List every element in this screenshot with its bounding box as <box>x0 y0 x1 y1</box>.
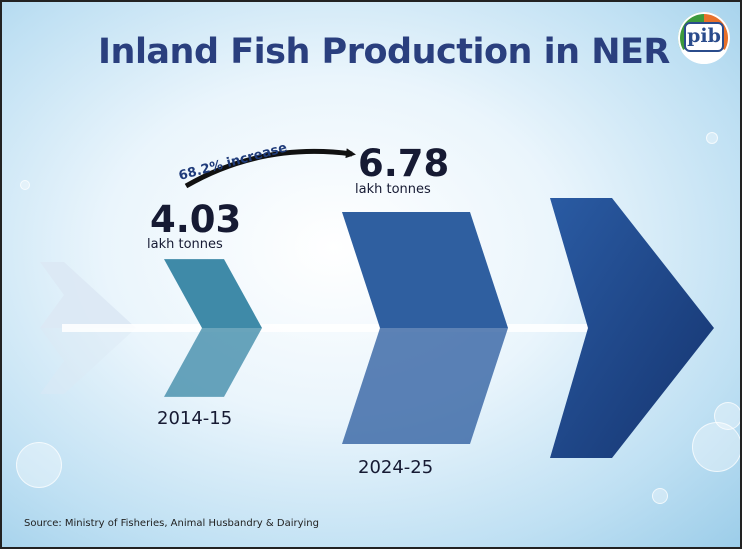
fish-spine <box>62 324 622 332</box>
bar-reflection-2024-25 <box>342 328 508 444</box>
value-label-2014: 4.03 <box>150 198 241 241</box>
pib-logo-text: pib <box>684 22 724 52</box>
category-label-2024: 2024-25 <box>358 457 433 478</box>
pib-logo: pib <box>678 12 730 64</box>
source-note: Source: Ministry of Fisheries, Animal Hu… <box>24 518 319 529</box>
page-title: Inland Fish Production in NER <box>98 32 670 72</box>
fish-tail-shape <box>40 262 136 328</box>
bar-2014-15 <box>164 259 262 328</box>
bar-reflection-2014-15 <box>164 328 262 397</box>
fish-tail-reflection <box>40 328 136 394</box>
unit-label-2024: lakh tonnes <box>355 182 431 197</box>
category-label-2014: 2014-15 <box>157 408 232 429</box>
bar-2024-25 <box>342 212 508 328</box>
unit-label-2014: lakh tonnes <box>147 237 223 252</box>
increase-annotation: 68.2% increase <box>177 140 289 183</box>
value-label-2024: 6.78 <box>358 142 449 185</box>
